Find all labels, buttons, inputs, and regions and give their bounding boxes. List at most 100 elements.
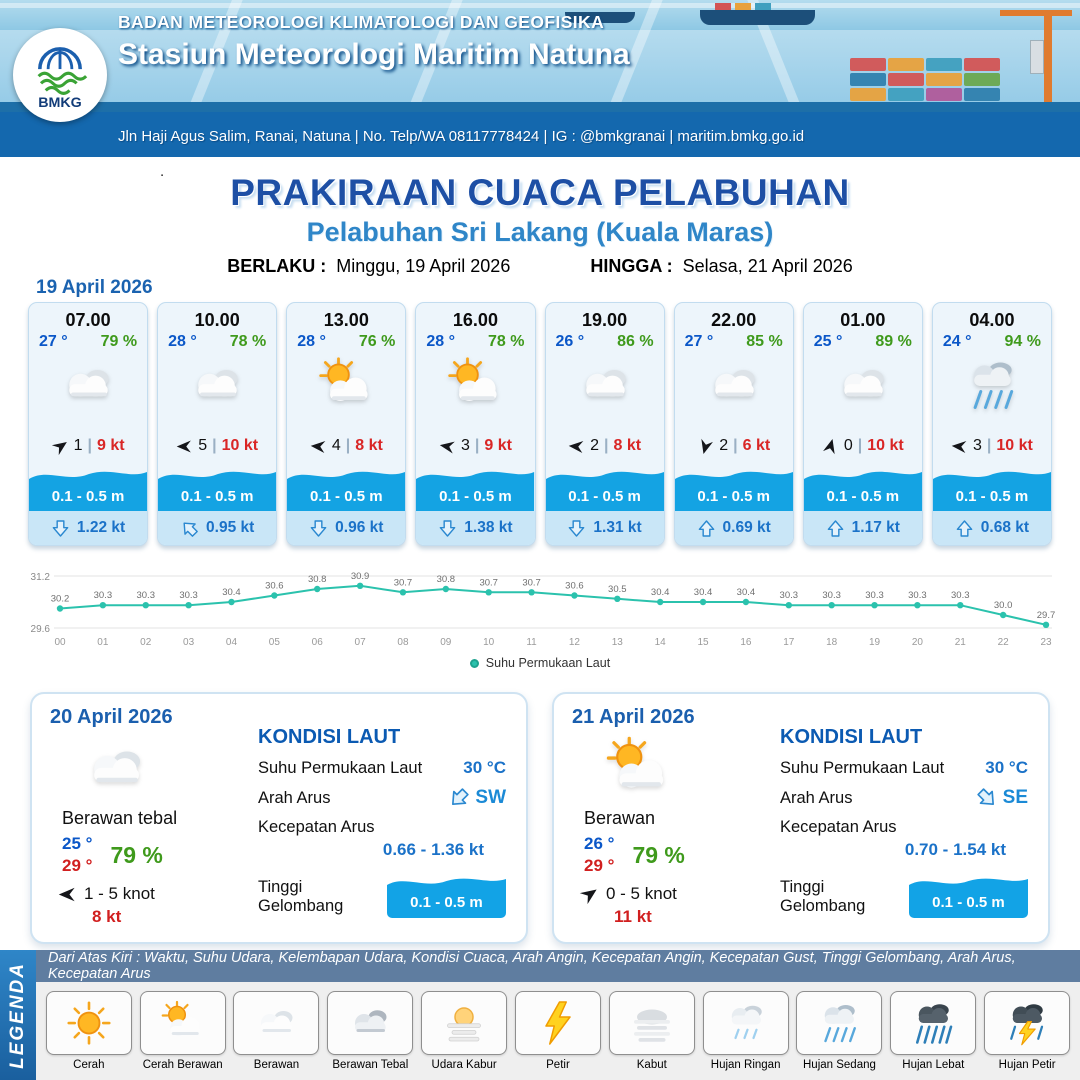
wave-height: 0.1 - 0.5 m — [568, 488, 641, 505]
current-direction-icon — [971, 782, 1002, 813]
svg-text:22: 22 — [998, 637, 1010, 648]
current-direction-icon — [176, 515, 203, 542]
forecast-time: 04.00 — [969, 310, 1015, 330]
weather-icon — [594, 734, 682, 804]
wind-direction-icon — [438, 436, 458, 456]
current-direction-label: Arah Arus — [780, 788, 853, 807]
forecast-time: 10.00 — [194, 310, 240, 330]
wind-gust: 10 kt — [996, 437, 1033, 454]
svg-text:08: 08 — [397, 637, 409, 648]
wind-speed: 2 — [719, 437, 729, 454]
legend-item-label: Hujan Ringan — [710, 1059, 781, 1071]
svg-text:19: 19 — [869, 637, 881, 648]
legend-item: Petir — [513, 991, 603, 1071]
svg-text:05: 05 — [269, 637, 281, 648]
svg-text:09: 09 — [440, 637, 452, 648]
current-speed: 0.70 - 1.54 kt — [904, 840, 1006, 859]
legend-icon-box — [421, 991, 508, 1055]
legend-icon-box — [702, 991, 789, 1055]
weather-icon — [441, 355, 509, 415]
wind-gust: 8 kt — [355, 437, 383, 454]
legend-note: Dari Atas Kiri : Waktu, Suhu Udara, Kele… — [36, 950, 1080, 982]
humidity: 76 % — [358, 333, 396, 350]
svg-text:14: 14 — [655, 637, 667, 648]
wind-row: 2 | 6 kt — [675, 437, 793, 455]
wind-row: 3 | 9 kt — [416, 437, 534, 455]
divider: | — [603, 437, 609, 454]
svg-text:30.6: 30.6 — [265, 581, 284, 592]
wind-gust: 8 kt — [613, 437, 642, 454]
ship-illustration — [700, 10, 815, 25]
wind-direction-icon — [176, 438, 193, 455]
air-temp: 24 ° — [942, 333, 972, 350]
legend-item: Hujan Lebat — [888, 991, 978, 1071]
wind-direction-icon — [576, 881, 602, 907]
wave-height-band: 0.1 - 0.5 m — [803, 463, 922, 511]
humidity: 78 % — [488, 333, 525, 350]
legend-item-label: Hujan Petir — [998, 1059, 1056, 1071]
wind-gust: 8 kt — [92, 907, 122, 926]
wave-height-label: Tinggi Gelombang — [258, 878, 344, 915]
wind-speed: 3 — [973, 437, 982, 454]
wave-height-band: 0.1 - 0.5 m — [287, 463, 406, 511]
heavy-rain-icon — [907, 999, 959, 1047]
wave-height: 0.1 - 0.5 m — [439, 488, 512, 505]
wind-speed: 2 — [590, 437, 599, 454]
wind-gust: 9 kt — [96, 437, 125, 454]
svg-text:30.3: 30.3 — [780, 590, 799, 601]
divider: | — [857, 437, 863, 454]
wave-height: 0.1 - 0.5 m — [697, 488, 770, 505]
current-row: 0.95 kt — [158, 511, 277, 545]
current-speed: 0.69 kt — [722, 519, 771, 536]
sea-conditions-title: KONDISI LAUT — [258, 726, 401, 748]
legend-item-label: Udara Kabur — [431, 1059, 497, 1071]
day-cards-row: 20 April 2026 Berawan tebal 25 ° 29 ° 79… — [30, 692, 1050, 944]
temp-max: 29 ° — [62, 856, 93, 875]
current-direction-icon — [697, 519, 716, 538]
wave-height: 0.1 - 0.5 m — [932, 894, 1005, 911]
forecast-date: 19 April 2026 — [36, 277, 153, 298]
wave-height-badge: 0.1 - 0.5 m — [386, 870, 506, 918]
legend-item: Hujan Sedang — [794, 991, 884, 1071]
wave-shape — [674, 471, 793, 511]
wave-shape — [29, 471, 148, 511]
humidity: 86 % — [617, 333, 654, 350]
wave-height-band: 0.1 - 0.5 m — [416, 463, 535, 511]
divider: | — [212, 437, 217, 454]
wind-gust: 6 kt — [742, 437, 771, 454]
svg-text:30.4: 30.4 — [737, 587, 756, 598]
valid-from-label: BERLAKU : — [227, 256, 327, 276]
legend-item: Cerah — [44, 991, 134, 1071]
sst-line-chart: 31.2 29.6 30.2 00 30.3 01 30.3 02 30.3 03 30.4 04 30… — [31, 571, 1056, 648]
svg-text:02: 02 — [140, 637, 152, 648]
page-title: PRAKIRAAN CUACA PELABUHAN — [230, 172, 850, 213]
thunderstorm-icon — [1001, 999, 1053, 1047]
temp-min: 25 ° — [62, 834, 93, 853]
wave-height: 0.1 - 0.5 m — [955, 488, 1029, 505]
legend-icon-box — [327, 991, 414, 1055]
valid-from-value: Minggu, 19 April 2026 — [336, 256, 511, 276]
humidity: 79 % — [100, 333, 138, 350]
svg-text:30.9: 30.9 — [351, 571, 370, 582]
wind-row: 1 - 5 knot — [58, 884, 251, 904]
current-direction-icon — [438, 519, 457, 538]
valid-to-label: HINGGA : — [590, 256, 673, 276]
svg-text:10: 10 — [483, 637, 495, 648]
current-speed: 1.38 kt — [464, 519, 513, 536]
wind-row: 0 | 10 kt — [804, 437, 922, 455]
forecast-card: 01.00 25 ° 89 % 0 | 10 kt 0.1 - 0.5 m 1.1… — [802, 302, 923, 546]
current-speed: 0.66 - 1.36 kt — [382, 840, 484, 859]
wind-gust: 9 kt — [484, 437, 512, 454]
svg-text:17: 17 — [783, 637, 795, 648]
wave-shape — [908, 878, 1028, 918]
day-date: 21 April 2026 — [572, 706, 695, 728]
current-speed: 1.17 kt — [851, 519, 900, 536]
sst-label: Suhu Permukaan Laut — [780, 758, 945, 777]
legend-icon-box — [514, 991, 601, 1055]
legend-item: Berawan — [231, 991, 321, 1071]
svg-text:18: 18 — [826, 637, 838, 648]
wave-height-band: 0.1 - 0.5 m — [674, 463, 793, 511]
svg-text:30.3: 30.3 — [951, 590, 970, 601]
svg-text:13: 13 — [612, 637, 624, 648]
legend-item-label: Hujan Lebat — [902, 1059, 965, 1071]
